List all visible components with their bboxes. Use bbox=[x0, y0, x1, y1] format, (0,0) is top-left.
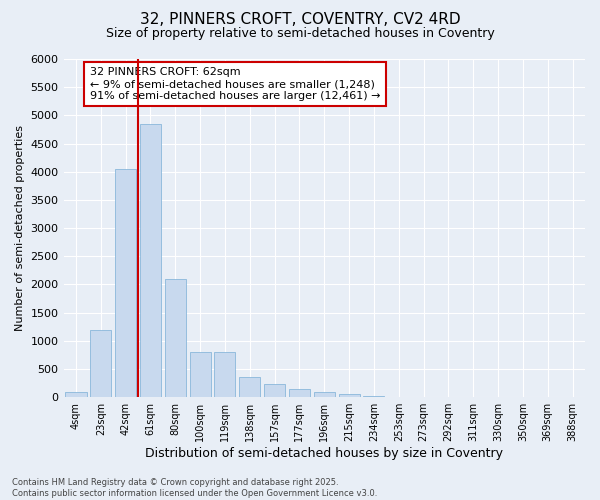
Text: 32, PINNERS CROFT, COVENTRY, CV2 4RD: 32, PINNERS CROFT, COVENTRY, CV2 4RD bbox=[140, 12, 460, 28]
X-axis label: Distribution of semi-detached houses by size in Coventry: Distribution of semi-detached houses by … bbox=[145, 447, 503, 460]
Bar bbox=[338, 394, 359, 397]
Bar bbox=[190, 352, 211, 397]
Text: Size of property relative to semi-detached houses in Coventry: Size of property relative to semi-detach… bbox=[106, 28, 494, 40]
Bar bbox=[239, 378, 260, 397]
Bar bbox=[65, 392, 86, 397]
Bar bbox=[264, 384, 285, 397]
Bar bbox=[214, 352, 235, 397]
Bar bbox=[90, 330, 112, 397]
Bar bbox=[289, 389, 310, 397]
Bar bbox=[388, 396, 409, 397]
Y-axis label: Number of semi-detached properties: Number of semi-detached properties bbox=[15, 125, 25, 331]
Bar bbox=[314, 392, 335, 397]
Bar bbox=[364, 396, 385, 397]
Bar bbox=[165, 279, 186, 397]
Bar bbox=[140, 124, 161, 397]
Text: 32 PINNERS CROFT: 62sqm
← 9% of semi-detached houses are smaller (1,248)
91% of : 32 PINNERS CROFT: 62sqm ← 9% of semi-det… bbox=[89, 68, 380, 100]
Text: Contains HM Land Registry data © Crown copyright and database right 2025.
Contai: Contains HM Land Registry data © Crown c… bbox=[12, 478, 377, 498]
Bar bbox=[115, 169, 136, 397]
